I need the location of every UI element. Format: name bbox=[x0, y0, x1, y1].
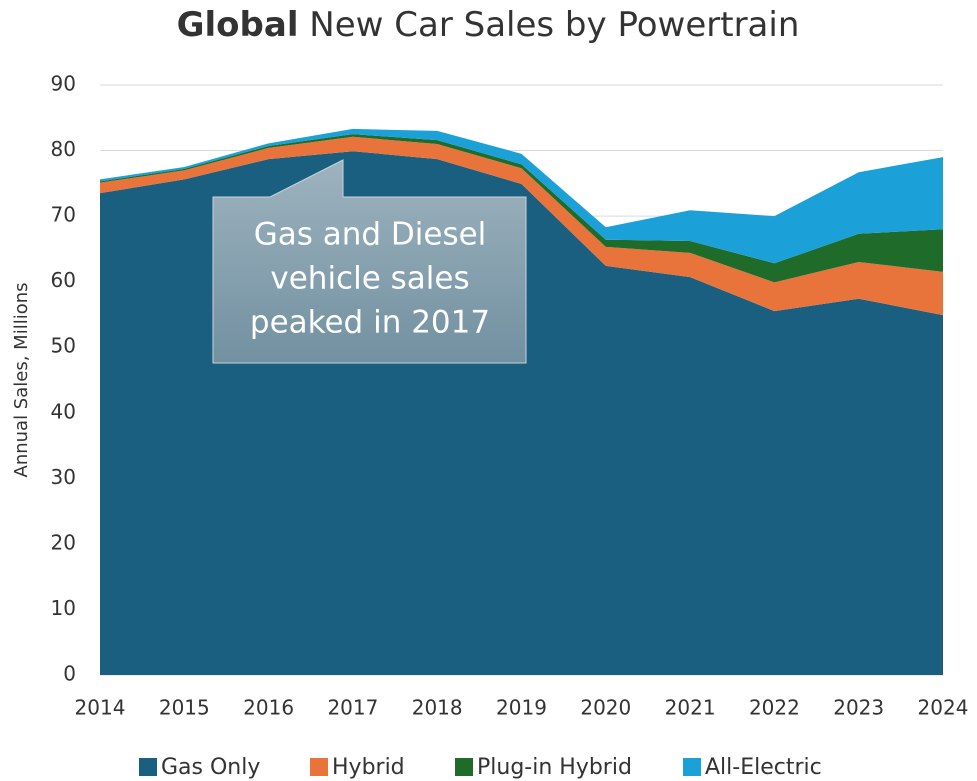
x-tick-label: 2019 bbox=[496, 696, 547, 720]
chart-title: Global New Car Sales by Powertrain bbox=[177, 5, 800, 45]
y-tick-label: 80 bbox=[51, 137, 76, 161]
legend-swatch bbox=[683, 758, 701, 776]
x-tick-label: 2015 bbox=[159, 696, 210, 720]
legend-label: Hybrid bbox=[332, 755, 405, 780]
x-tick-label: 2024 bbox=[918, 696, 969, 720]
y-axis-label: Annual Sales, Millions bbox=[11, 283, 32, 478]
annotation-text: peaked in 2017 bbox=[250, 305, 490, 341]
x-tick-label: 2023 bbox=[833, 696, 884, 720]
x-tick-label: 2020 bbox=[580, 696, 631, 720]
legend-swatch bbox=[139, 758, 157, 776]
legend-swatch bbox=[310, 758, 328, 776]
y-tick-label: 20 bbox=[51, 530, 76, 554]
y-tick-label: 0 bbox=[63, 662, 76, 686]
annotation-text: Gas and Diesel bbox=[254, 217, 487, 253]
y-tick-label: 50 bbox=[51, 334, 76, 358]
y-tick-label: 90 bbox=[51, 72, 76, 96]
axes: 0 10 20 30 40 50 60 70 80 90 2014 2015 2016 2017 2018 2… bbox=[51, 72, 969, 720]
annotation-text: vehicle sales bbox=[270, 261, 469, 297]
y-tick-label: 30 bbox=[51, 465, 76, 489]
title-rest: New Car Sales by Powertrain bbox=[309, 5, 799, 45]
annotation: Gas and Diesel vehicle sales peaked in 201… bbox=[212, 159, 527, 364]
x-tick-label: 2016 bbox=[243, 696, 294, 720]
legend: Gas Only Hybrid Plug-in Hybrid All-Electric bbox=[139, 755, 822, 780]
x-tick-label: 2022 bbox=[749, 696, 800, 720]
y-tick-label: 60 bbox=[51, 268, 76, 292]
legend-swatch bbox=[455, 758, 473, 776]
legend-label: Plug-in Hybrid bbox=[477, 755, 632, 780]
y-tick-label: 10 bbox=[51, 596, 76, 620]
x-tick-label: 2021 bbox=[665, 696, 716, 720]
area bbox=[100, 136, 943, 316]
title-bold: Global bbox=[177, 5, 299, 45]
y-tick-label: 40 bbox=[51, 399, 76, 423]
x-tick-label: 2018 bbox=[412, 696, 463, 720]
legend-label: All-Electric bbox=[705, 755, 822, 780]
x-tick-label: 2014 bbox=[75, 696, 126, 720]
area bbox=[100, 128, 943, 264]
annotation-box bbox=[212, 159, 527, 364]
legend-label: Gas Only bbox=[161, 755, 260, 780]
x-tick-label: 2017 bbox=[327, 696, 378, 720]
y-tick-label: 70 bbox=[51, 203, 76, 227]
